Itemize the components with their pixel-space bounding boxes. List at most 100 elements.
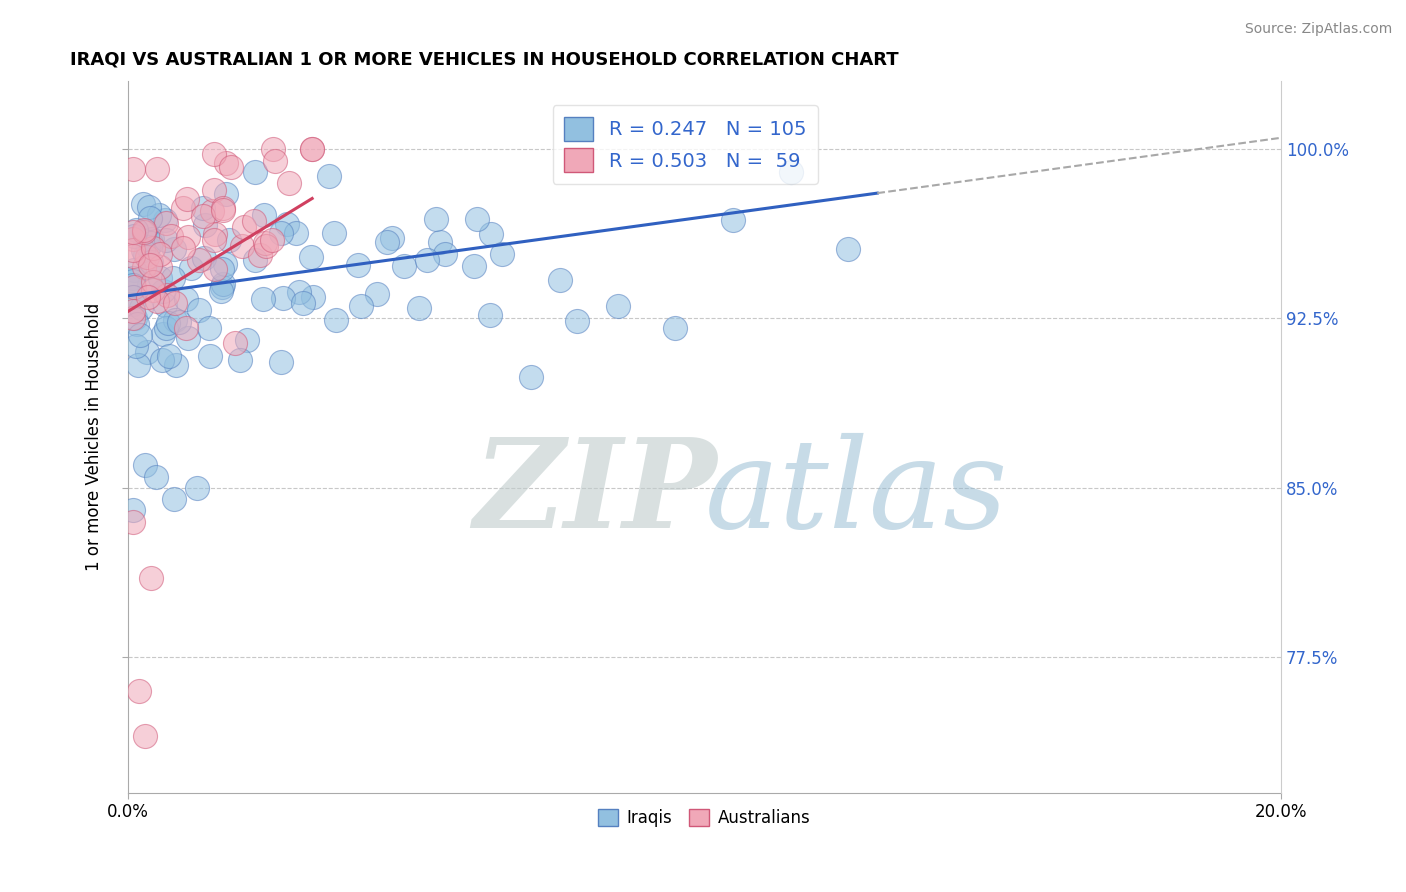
Point — [429, 235, 451, 250]
Point — [127, 317, 149, 331]
Point — [122, 277, 145, 292]
Point — [129, 328, 152, 343]
Point — [172, 201, 194, 215]
Point — [162, 270, 184, 285]
Point — [408, 301, 430, 315]
Point — [141, 232, 163, 246]
Point — [245, 252, 267, 267]
Point — [180, 260, 202, 275]
Point — [198, 320, 221, 334]
Point — [214, 256, 236, 270]
Point — [155, 298, 177, 312]
Point — [124, 339, 146, 353]
Point — [134, 225, 156, 239]
Point — [138, 290, 160, 304]
Point — [139, 254, 162, 268]
Point — [152, 327, 174, 342]
Point — [122, 243, 145, 257]
Point — [479, 227, 502, 242]
Point — [270, 355, 292, 369]
Point — [211, 201, 233, 215]
Point — [211, 280, 233, 294]
Point — [163, 313, 186, 327]
Point — [520, 369, 543, 384]
Point — [155, 233, 177, 247]
Point — [721, 213, 744, 227]
Point — [302, 290, 325, 304]
Y-axis label: 1 or more Vehicles in Household: 1 or more Vehicles in Household — [86, 303, 103, 571]
Point — [139, 258, 162, 272]
Point — [416, 253, 439, 268]
Point — [122, 161, 145, 176]
Point — [325, 313, 347, 327]
Point — [350, 299, 373, 313]
Point — [129, 301, 152, 315]
Point — [375, 235, 398, 249]
Point — [152, 285, 174, 299]
Point — [128, 684, 150, 698]
Point — [215, 155, 238, 169]
Point — [270, 227, 292, 241]
Point — [233, 220, 256, 235]
Point — [186, 481, 208, 495]
Point — [292, 296, 315, 310]
Point — [134, 458, 156, 473]
Point — [664, 320, 686, 334]
Text: IRAQI VS AUSTRALIAN 1 OR MORE VEHICLES IN HOUSEHOLD CORRELATION CHART: IRAQI VS AUSTRALIAN 1 OR MORE VEHICLES I… — [70, 51, 898, 69]
Point — [157, 316, 180, 330]
Point — [318, 169, 340, 184]
Point — [132, 223, 155, 237]
Point — [463, 259, 485, 273]
Point — [479, 308, 502, 322]
Point — [132, 260, 155, 274]
Point — [221, 160, 243, 174]
Point — [148, 208, 170, 222]
Point — [160, 229, 183, 244]
Point — [381, 230, 404, 244]
Point — [174, 321, 197, 335]
Point — [198, 349, 221, 363]
Point — [122, 271, 145, 285]
Point — [124, 223, 146, 237]
Point — [191, 209, 214, 223]
Point — [142, 283, 165, 297]
Point — [122, 310, 145, 325]
Point — [491, 246, 513, 260]
Point — [218, 233, 240, 247]
Point — [176, 292, 198, 306]
Point — [155, 320, 177, 334]
Point — [122, 304, 145, 318]
Point — [122, 515, 145, 529]
Point — [177, 230, 200, 244]
Point — [141, 241, 163, 255]
Point — [122, 503, 145, 517]
Point — [136, 250, 159, 264]
Point — [253, 207, 276, 221]
Point — [177, 331, 200, 345]
Point — [132, 243, 155, 257]
Point — [606, 300, 628, 314]
Point — [263, 154, 285, 169]
Point — [163, 243, 186, 257]
Point — [138, 200, 160, 214]
Point — [132, 196, 155, 211]
Point — [156, 288, 179, 302]
Point — [163, 492, 186, 507]
Point — [136, 344, 159, 359]
Point — [187, 302, 209, 317]
Point — [127, 358, 149, 372]
Point — [149, 271, 172, 285]
Point — [252, 292, 274, 306]
Point — [278, 176, 301, 190]
Point — [167, 315, 190, 329]
Point — [172, 241, 194, 255]
Point — [122, 279, 145, 293]
Point — [236, 334, 259, 348]
Point — [224, 335, 246, 350]
Point — [215, 187, 238, 202]
Point — [299, 250, 322, 264]
Point — [204, 262, 226, 277]
Text: ZIP: ZIP — [474, 434, 717, 555]
Point — [139, 211, 162, 225]
Point — [155, 212, 177, 227]
